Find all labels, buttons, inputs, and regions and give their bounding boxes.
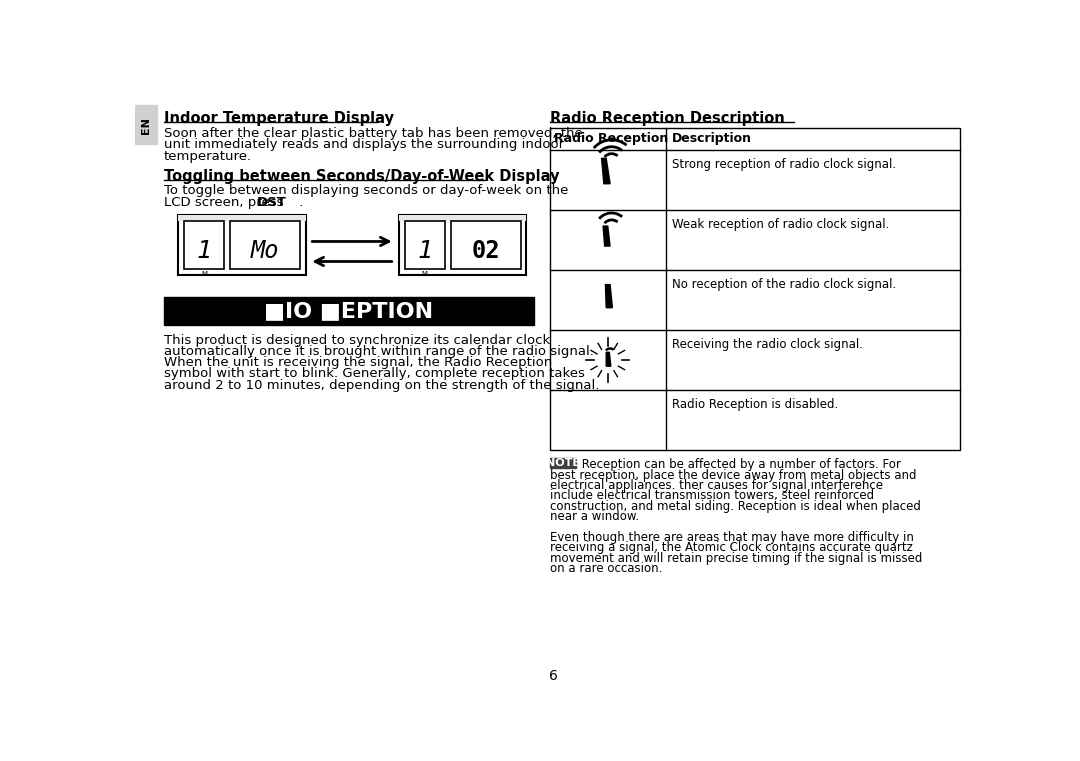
Text: construction, and metal siding. Reception is ideal when placed: construction, and metal siding. Receptio… <box>550 500 920 513</box>
Text: Weak reception of radio clock signal.: Weak reception of radio clock signal. <box>672 218 890 231</box>
Text: electrical appliances. ther causes for signal interference: electrical appliances. ther causes for s… <box>550 479 882 492</box>
Text: Receiving the radio clock signal.: Receiving the radio clock signal. <box>672 338 863 351</box>
Bar <box>184 221 225 269</box>
Text: Soon after the clear plastic battery tab has been removed, the: Soon after the clear plastic battery tab… <box>164 127 582 140</box>
Text: automatically once it is brought within range of the radio signal.: automatically once it is brought within … <box>164 345 594 358</box>
Text: .: . <box>279 196 303 209</box>
Text: When the unit is receiving the signal, the Radio Reception: When the unit is receiving the signal, t… <box>164 356 552 369</box>
Polygon shape <box>606 352 611 366</box>
Text: Indoor Temperature Display: Indoor Temperature Display <box>164 111 394 126</box>
Bar <box>550 129 960 451</box>
Bar <box>177 215 306 221</box>
Text: near a window.: near a window. <box>550 510 638 524</box>
Text: temperature.: temperature. <box>164 150 252 163</box>
Text: DST: DST <box>257 196 286 209</box>
Text: 02: 02 <box>472 240 500 263</box>
Text: Mo: Mo <box>251 240 280 263</box>
Text: No reception of the radio clock signal.: No reception of the radio clock signal. <box>672 278 896 291</box>
Bar <box>230 221 300 269</box>
Bar <box>550 458 576 468</box>
Text: receiving a signal, the Atomic Clock contains accurate quartz: receiving a signal, the Atomic Clock con… <box>550 541 913 554</box>
Text: on a rare occasion.: on a rare occasion. <box>550 562 662 575</box>
Text: symbol with start to blink. Generally, complete reception takes: symbol with start to blink. Generally, c… <box>164 368 584 380</box>
Bar <box>399 215 526 275</box>
Text: Even though there are areas that may have more difficulty in: Even though there are areas that may hav… <box>550 531 914 544</box>
Text: To toggle between displaying seconds or day-of-week on the: To toggle between displaying seconds or … <box>164 184 568 198</box>
Text: movement and will retain precise timing if the signal is missed: movement and will retain precise timing … <box>550 552 922 565</box>
Text: Radio Reception: Radio Reception <box>554 132 667 145</box>
Text: Toggling between Seconds/Day-of-Week Display: Toggling between Seconds/Day-of-Week Dis… <box>164 169 559 184</box>
Polygon shape <box>602 158 610 183</box>
Text: 6: 6 <box>549 669 558 683</box>
Text: Radio Reception is disabled.: Radio Reception is disabled. <box>672 398 838 411</box>
Text: Reception can be affected by a number of factors. For: Reception can be affected by a number of… <box>578 458 901 471</box>
Text: unit immediately reads and displays the surrounding indoor: unit immediately reads and displays the … <box>164 139 564 151</box>
Bar <box>405 221 445 269</box>
Text: Description: Description <box>672 132 752 145</box>
Text: Radio Reception Description: Radio Reception Description <box>550 111 784 126</box>
Text: 1: 1 <box>197 240 212 263</box>
Polygon shape <box>606 285 612 307</box>
Text: 1: 1 <box>417 240 432 263</box>
Bar <box>164 297 535 325</box>
Text: EN: EN <box>140 116 151 134</box>
Text: Strong reception of radio clock signal.: Strong reception of radio clock signal. <box>672 158 896 170</box>
Text: ■IO ■EPTION: ■IO ■EPTION <box>265 301 433 321</box>
Text: around 2 to 10 minutes, depending on the strength of the signal.: around 2 to 10 minutes, depending on the… <box>164 378 599 391</box>
Text: M: M <box>422 271 428 277</box>
Text: include electrical transmission towers, steel reinforced: include electrical transmission towers, … <box>550 489 874 502</box>
Bar <box>177 215 306 275</box>
Polygon shape <box>603 226 610 246</box>
Text: This product is designed to synchronize its calendar clock: This product is designed to synchronize … <box>164 334 550 347</box>
Bar <box>135 105 157 144</box>
Text: NOTE: NOTE <box>545 458 580 468</box>
Text: best reception, place the device away from metal objects and: best reception, place the device away fr… <box>550 469 916 482</box>
Text: LCD screen, press: LCD screen, press <box>164 196 283 209</box>
Bar <box>399 215 526 221</box>
Bar <box>451 221 521 269</box>
Text: M: M <box>201 271 207 277</box>
